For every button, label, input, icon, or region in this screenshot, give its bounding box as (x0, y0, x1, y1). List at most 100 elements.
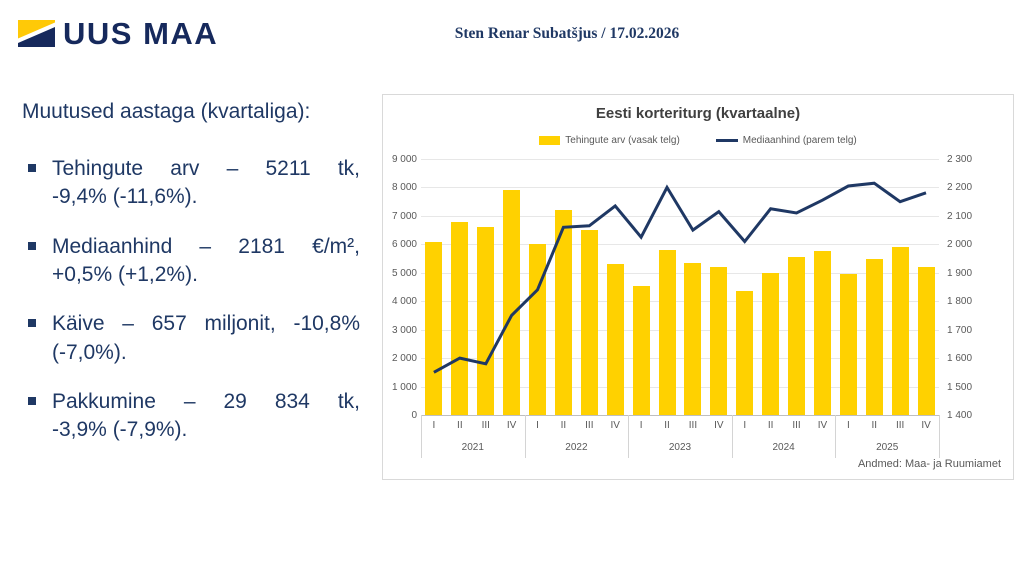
x-quarter-label: II (767, 420, 774, 431)
logo-icon (18, 20, 55, 47)
bar (607, 264, 624, 415)
logo-icon-navy-flag (18, 27, 55, 47)
x-year-label: 2022 (565, 442, 588, 453)
gridline (421, 301, 939, 303)
gridline (421, 358, 939, 360)
y-axis-label-right: 1 800 (947, 296, 973, 308)
x-quarter-label: III (792, 420, 801, 431)
bar (555, 210, 572, 415)
x-quarter-label: I (536, 420, 539, 431)
y-axis-label-left: 3 000 (391, 324, 417, 336)
x-quarter-label: III (895, 420, 905, 431)
plot-area (421, 159, 939, 415)
x-quarter-label: III (481, 420, 490, 431)
y-axis-label-right: 1 700 (947, 324, 973, 336)
y-axis-label-left: 9 000 (391, 154, 417, 165)
bar (684, 262, 701, 415)
bar (762, 272, 779, 415)
x-quarter-label: I (743, 420, 747, 431)
bar (529, 244, 546, 415)
legend-bar-label: Tehingute arv (vasak telg) (565, 135, 680, 146)
gridline (421, 215, 939, 217)
bar (736, 291, 753, 415)
gridline (421, 244, 939, 246)
chart-title: Eesti korteriturg (kvartaalne) (595, 105, 801, 122)
bullet-item-median-price: Mediaanhind – 2181 €/m², +0,5% (+1,2%). (22, 233, 362, 290)
bar (451, 221, 468, 415)
bullet-marker (28, 241, 36, 250)
x-axis-line (421, 415, 939, 416)
x-quarter-label: II (871, 420, 878, 431)
y-axis-label-left: 1 000 (391, 381, 417, 393)
y-axis-label-left: 8 000 (391, 182, 417, 194)
y-axis-label-right: 2 300 (947, 154, 973, 165)
bar (710, 267, 727, 415)
y-axis-label-right: 1 900 (947, 267, 973, 279)
bar (814, 251, 831, 415)
y-axis-label-right: 2 200 (947, 182, 973, 194)
bullet-item-supply: Pakkumine – 29 834 tk, -3,9% (-7,9%). (22, 388, 362, 445)
x-quarter-label: IV (610, 420, 620, 431)
bullet-marker (28, 397, 36, 406)
y-axis-label-right: 2 000 (947, 239, 973, 251)
x-axis-group-separator (835, 415, 836, 458)
bar (840, 274, 857, 415)
x-year-label: 2024 (772, 442, 795, 453)
y-axis-label-right: 1 400 (947, 410, 973, 421)
y-axis-label-left: 4 000 (391, 296, 417, 308)
x-quarter-label: III (688, 420, 698, 431)
y-axis-label-left: 6 000 (391, 239, 417, 251)
gridline (421, 187, 939, 189)
x-axis-group-separator (939, 415, 940, 458)
bullet-text: Pakkumine – 29 834 tk, -3,9% (-7,9%). (52, 390, 360, 442)
bullet-item-turnover: Käive – 657 miljonit, -10,8% (-7,0%). (22, 310, 362, 367)
y-axis-label-left: 2 000 (391, 353, 417, 365)
logo-icon-yellow-flag (18, 20, 55, 39)
bullet-marker (28, 164, 36, 172)
bullet-text: Mediaanhind – 2181 €/m², +0,5% (+1,2%). (52, 234, 360, 287)
bullet-item-transactions: Tehingute arv – 5211 tk, -9,4% (-11,6%). (22, 155, 362, 212)
x-quarter-label: IV (921, 420, 931, 431)
x-quarter-label: III (585, 420, 594, 431)
y-axis-label-right: 2 100 (947, 210, 973, 222)
bar (477, 227, 494, 415)
presenter-line: Sten Renar Subatšjus / 17.02.2026 (454, 25, 680, 42)
bullet-list: Tehingute arv – 5211 tk, -9,4% (-11,6%).… (22, 155, 362, 445)
gridline (421, 272, 939, 274)
y-axis-label-left: 5 000 (391, 267, 417, 279)
x-axis-group-separator (628, 415, 629, 458)
chart-card: Eesti korteriturg (kvartaalne) Tehingute… (382, 94, 1014, 480)
bar (892, 247, 909, 415)
x-axis-group-separator (421, 415, 422, 458)
x-axis-group-separator (525, 415, 526, 458)
y-axis-label-right: 1 500 (947, 381, 973, 393)
bar (659, 250, 676, 415)
x-quarter-label: I (846, 420, 850, 431)
x-year-label: 2023 (668, 442, 692, 453)
x-quarter-label: I (639, 420, 643, 431)
x-quarter-label: IV (817, 420, 828, 431)
gridline (421, 386, 939, 388)
summary-title: Muutused aastaga (kvartaliga): (22, 100, 311, 123)
bar (918, 266, 935, 415)
bar (581, 230, 598, 415)
y-axis-label-left: 0 (411, 410, 417, 421)
bullet-text: Käive – 657 miljonit, -10,8% (-7,0%). (52, 312, 360, 364)
y-axis-label-right: 1 600 (947, 353, 973, 365)
legend-bar-swatch (539, 136, 561, 145)
legend-line-swatch (715, 139, 738, 142)
chart-source: Andmed: Maa- ja Ruumiamet (857, 458, 1001, 470)
bar (503, 190, 520, 415)
x-axis-group-separator (732, 415, 733, 458)
x-quarter-label: II (457, 420, 463, 431)
gridline (421, 159, 939, 160)
x-quarter-label: II (664, 420, 670, 431)
price-line (433, 181, 927, 374)
legend-item-bars: Tehingute arv (vasak telg) (539, 135, 680, 146)
chart-legend: Tehingute arv (vasak telg) Mediaanhind (… (383, 135, 1013, 146)
x-year-label: 2025 (876, 442, 899, 453)
gridline (421, 329, 939, 331)
summary-panel: Muutused aastaga (kvartaliga): Tehingute… (22, 100, 362, 466)
legend-line-label: Mediaanhind (parem telg) (742, 135, 857, 146)
